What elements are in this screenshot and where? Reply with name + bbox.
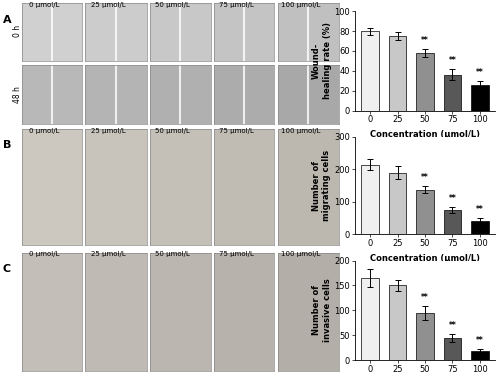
Text: 75 μmol/L: 75 μmol/L — [219, 2, 254, 8]
Text: **: ** — [476, 336, 484, 345]
Text: **: ** — [448, 321, 456, 330]
Text: 100 μmol/L: 100 μmol/L — [281, 251, 320, 257]
Bar — [361, 278, 379, 360]
Text: A: A — [2, 15, 11, 25]
Text: **: ** — [476, 68, 484, 77]
Bar — [416, 53, 434, 111]
Bar — [471, 85, 489, 111]
X-axis label: Concentration (μmol/L): Concentration (μmol/L) — [370, 254, 480, 263]
Text: **: ** — [448, 56, 456, 65]
Text: 25 μmol/L: 25 μmol/L — [91, 128, 126, 134]
Bar — [444, 338, 462, 360]
Text: 0 μmol/L: 0 μmol/L — [29, 128, 60, 134]
Bar — [361, 165, 379, 234]
Text: 25 μmol/L: 25 μmol/L — [91, 2, 126, 8]
Text: 75 μmol/L: 75 μmol/L — [219, 251, 254, 257]
Text: **: ** — [448, 194, 456, 203]
X-axis label: Concentration (μmol/L): Concentration (μmol/L) — [370, 130, 480, 139]
Bar — [444, 210, 462, 234]
Bar — [361, 31, 379, 111]
Text: 0 μmol/L: 0 μmol/L — [29, 251, 60, 257]
Bar — [388, 172, 406, 234]
Text: 25 μmol/L: 25 μmol/L — [91, 251, 126, 257]
Text: 50 μmol/L: 50 μmol/L — [155, 251, 190, 257]
Bar — [444, 75, 462, 111]
Y-axis label: Number of
migrating cells: Number of migrating cells — [312, 150, 332, 221]
Text: 50 μmol/L: 50 μmol/L — [155, 128, 190, 134]
Text: C: C — [2, 264, 10, 274]
Text: 100 μmol/L: 100 μmol/L — [281, 128, 320, 134]
Text: 75 μmol/L: 75 μmol/L — [219, 128, 254, 134]
Text: 100 μmol/L: 100 μmol/L — [281, 2, 320, 8]
Bar — [471, 351, 489, 360]
Text: **: ** — [421, 293, 429, 302]
Y-axis label: Number of
invasive cells: Number of invasive cells — [312, 278, 332, 342]
Bar — [388, 285, 406, 360]
Bar — [416, 189, 434, 234]
Text: 50 μmol/L: 50 μmol/L — [155, 2, 190, 8]
Text: **: ** — [421, 36, 429, 45]
Text: 0 μmol/L: 0 μmol/L — [29, 2, 60, 8]
Bar — [471, 221, 489, 234]
Bar — [388, 36, 406, 111]
Text: 0 h: 0 h — [14, 26, 22, 38]
Text: 48 h: 48 h — [14, 86, 22, 103]
Text: **: ** — [421, 173, 429, 182]
Y-axis label: Wound-
healing rate (%): Wound- healing rate (%) — [312, 22, 332, 99]
Text: B: B — [2, 141, 11, 150]
Text: **: ** — [476, 205, 484, 214]
Bar — [416, 313, 434, 360]
